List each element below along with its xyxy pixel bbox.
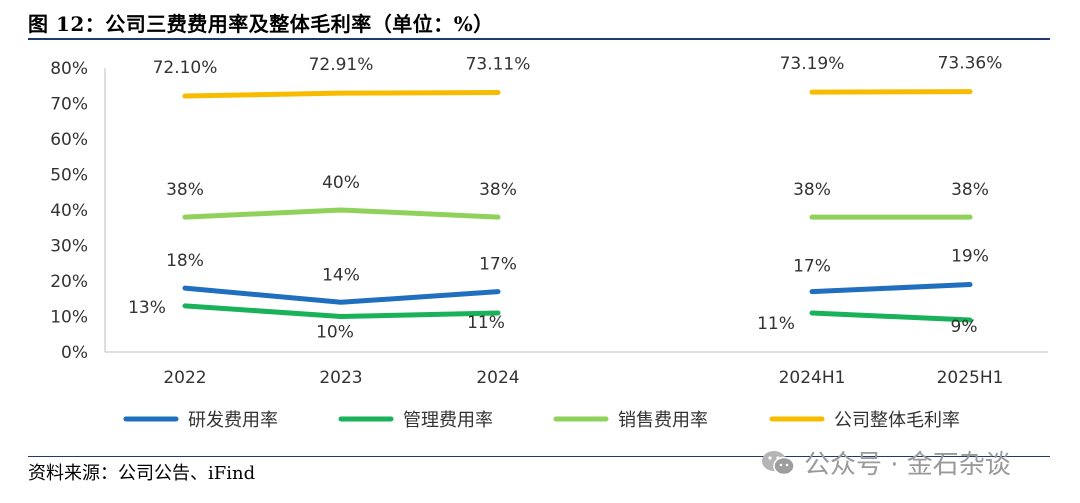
y-tick-label: 20% — [50, 272, 88, 292]
data-label: 38% — [951, 180, 989, 200]
y-tick-label: 70% — [50, 95, 88, 115]
y-tick-label: 40% — [50, 201, 88, 221]
y-tick-label: 80% — [50, 59, 88, 79]
data-label: 9% — [951, 317, 978, 337]
data-label: 40% — [322, 173, 360, 193]
y-tick-label: 60% — [50, 130, 88, 150]
data-label: 17% — [479, 255, 517, 275]
y-tick-label: 0% — [61, 343, 88, 363]
data-label: 38% — [793, 180, 831, 200]
legend-label: 研发费用率 — [188, 410, 278, 431]
y-tick-label: 30% — [50, 237, 88, 257]
figure-title: 图 12：公司三费费用率及整体毛利率（单位：%） — [28, 12, 494, 36]
y-tick-label: 50% — [50, 166, 88, 186]
source-note: 资料来源：公司公告、iFind — [28, 463, 256, 484]
series-line-1 — [182, 285, 501, 305]
watermark: 公众号 · 金石杂谈 — [760, 444, 1011, 481]
data-label: 13% — [128, 298, 166, 318]
data-label: 11% — [757, 314, 795, 334]
series-line-3 — [182, 207, 501, 220]
legend-label: 销售费用率 — [618, 410, 708, 431]
data-label: 72.91% — [309, 55, 374, 75]
data-label: 38% — [166, 180, 204, 200]
data-label: 38% — [479, 180, 517, 200]
data-label: 73.36% — [938, 54, 1003, 74]
legend-label: 公司整体毛利率 — [834, 410, 960, 431]
x-tick-label: 2022 — [163, 368, 206, 388]
x-tick-label: 2023 — [319, 368, 362, 388]
line-chart: 0% 10% 20% 30% 40% 50% 60% 70% 80% 2022 2023 2024 20… — [50, 54, 1048, 431]
x-tick-label: 2025H1 — [937, 368, 1004, 388]
data-label: 14% — [322, 265, 360, 285]
series-line-4 — [809, 89, 973, 95]
x-tick-label: 2024 — [476, 368, 519, 388]
data-label: 11% — [467, 313, 505, 333]
y-tick-label: 10% — [50, 308, 88, 328]
series-line-2 — [182, 303, 501, 319]
data-label: 72.10% — [153, 58, 218, 78]
data-label: 10% — [316, 323, 354, 343]
series-line-1 — [809, 282, 973, 295]
title-rule — [28, 38, 1050, 40]
watermark-text: 公众号 · 金石杂谈 — [804, 450, 1011, 480]
footer-rule — [28, 456, 1050, 457]
x-tick-label: 2024H1 — [779, 368, 846, 388]
data-label: 17% — [793, 257, 831, 277]
data-label: 18% — [166, 251, 204, 271]
series-line-4 — [182, 89, 501, 99]
wechat-icon — [762, 450, 795, 475]
data-label: 73.11% — [466, 54, 531, 74]
data-label: 73.19% — [780, 54, 845, 74]
data-label: 19% — [951, 247, 989, 267]
legend-label: 管理费用率 — [403, 410, 493, 431]
series-line-2 — [809, 310, 973, 323]
